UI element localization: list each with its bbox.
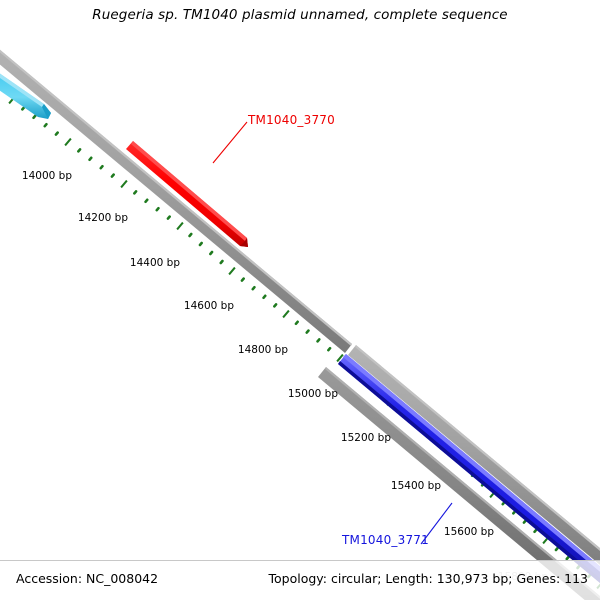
scale-tick-label: 15600 bp (443, 526, 494, 538)
scale-major-tick (282, 309, 290, 319)
scale-minor-tick (133, 190, 138, 195)
scale-minor-tick (99, 164, 104, 170)
accession-label: Accession: NC_008042 (16, 571, 159, 586)
scale-minor-tick (251, 285, 256, 291)
scale-minor-tick (262, 294, 267, 300)
scale-tick-label: 14600 bp (183, 300, 234, 312)
scale-minor-tick (316, 338, 321, 343)
scale-minor-tick (54, 131, 59, 136)
scale-minor-tick (240, 277, 245, 282)
scale-minor-tick (209, 250, 214, 256)
scale-tick-arc (8, 95, 600, 590)
scale-tick-label: 15000 bp (287, 388, 338, 400)
page-title: Ruegeria sp. TM1040 plasmid unnamed, com… (92, 7, 508, 23)
gene-feature-tm1040-3770[interactable] (126, 141, 248, 247)
scale-minor-tick (554, 546, 559, 552)
scale-major-tick (228, 266, 236, 276)
axis-backbone-upper[interactable] (0, 33, 352, 353)
scale-minor-tick (219, 259, 224, 265)
scale-major-tick (336, 353, 344, 363)
leader-line-tm1040-3770 (212, 121, 248, 164)
scale-tick-label: 14000 bp (21, 170, 72, 182)
scale-tick-label: 15400 bp (390, 480, 441, 492)
scale-major-tick (120, 179, 128, 189)
scale-tick-label: 14200 bp (77, 212, 128, 224)
scale-minor-tick (166, 215, 171, 220)
footer-divider (0, 560, 600, 561)
axis-backbone-outer-right[interactable] (348, 345, 600, 579)
scale-tick-label: 15200 bp (340, 432, 391, 444)
scale-minor-tick (522, 519, 527, 524)
gene-feature-cyan[interactable] (0, 46, 51, 119)
scale-minor-tick (512, 510, 517, 515)
scale-tick-label: 14400 bp (129, 257, 180, 269)
scale-minor-tick (144, 198, 149, 204)
scale-minor-tick (188, 232, 193, 238)
gene-feature-tm1040-3771[interactable] (338, 354, 600, 593)
scale-minor-tick (32, 114, 37, 120)
scale-minor-tick (43, 122, 48, 128)
scale-minor-tick (565, 555, 570, 561)
gene-label-tm1040-3771[interactable]: TM1040_3771 (342, 533, 429, 547)
scale-minor-tick (198, 241, 203, 247)
scale-major-tick (64, 137, 72, 147)
scale-minor-tick (273, 303, 278, 308)
scale-minor-tick (21, 106, 26, 111)
scale-minor-tick (155, 206, 160, 212)
axis-backbone-lower[interactable] (318, 367, 600, 600)
scale-minor-tick (305, 329, 310, 334)
gene-label-tm1040-3770[interactable]: TM1040_3770 (248, 113, 335, 127)
leader-line-tm1040-3771 (420, 502, 453, 545)
scale-minor-tick (77, 148, 82, 153)
footer-bar (0, 561, 600, 600)
scale-minor-tick (327, 346, 332, 352)
scale-minor-tick (533, 528, 538, 534)
scale-minor-tick (294, 320, 299, 326)
sequence-summary-label: Topology: circular; Length: 130,973 bp; … (268, 571, 589, 586)
scale-tick-label: 14800 bp (237, 344, 288, 356)
scale-minor-tick (88, 156, 93, 162)
scale-minor-tick (110, 173, 115, 178)
scale-major-tick (176, 221, 184, 231)
